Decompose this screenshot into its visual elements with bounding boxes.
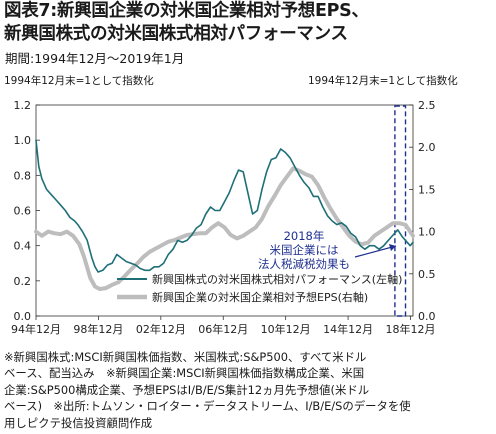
footnote-line: 企業:S&P500構成企業、予想EPSはI/B/E/S集計12ヵ月先予想値(米ド… <box>4 382 370 397</box>
annotation-arrow <box>354 245 397 258</box>
left-axis-tick-label: 0.8 <box>14 169 32 182</box>
left-axis-tick-label: 0.2 <box>14 275 32 288</box>
right-axis-tick-label: 2.5 <box>418 99 436 112</box>
left-axis-unit-label: 1994年12月末=1として指数化 <box>4 75 154 87</box>
series-line-em-equity-relative <box>35 139 414 273</box>
footnote-line: ベース) ※出所:トムソン・ロイター・データストリーム、I/B/E/Sのデータを… <box>4 399 411 414</box>
left-axis-tick-label: 0.0 <box>14 310 32 323</box>
right-axis-tick-label: 1.0 <box>418 226 436 239</box>
left-axis-tick-label: 0.4 <box>14 240 32 253</box>
right-axis-unit-label: 1994年12月末=1として指数化 <box>308 75 458 87</box>
annotation-text-line: 米国企業には <box>270 243 339 257</box>
annotation-arrowhead <box>389 244 396 251</box>
annotation-period-box <box>394 105 407 317</box>
right-axis-tick-label: 1.5 <box>418 183 436 196</box>
x-axis-tick-label: 10年12月 <box>261 322 311 336</box>
line-chart: 0.0 0.2 0.4 0.6 0.8 1.0 1.2 0.0 0.5 1.0 1.5 2.0 2.5 9… <box>11 99 436 336</box>
annotation-text-line: 2018年 <box>284 229 325 243</box>
period-label: 期間:1994年12月～2019年1月 <box>5 51 185 66</box>
x-axis-tick-label: 06年12月 <box>198 322 248 336</box>
right-axis-tick-label: 0.5 <box>418 268 436 281</box>
footnote-line: 用しピクテ投信投資顧問作成 <box>4 415 153 430</box>
right-axis-tick-label: 2.0 <box>418 141 436 154</box>
x-axis-tick-label: 94年12月 <box>11 322 61 336</box>
x-axis-tick-label: 98年12月 <box>73 322 123 336</box>
annotation-text-line: 法人税減税効果も <box>258 257 350 271</box>
left-axis-tick-label: 0.6 <box>14 205 32 218</box>
left-axis-tick-label: 1.0 <box>14 134 32 147</box>
x-axis-tick-label: 14年12月 <box>323 322 373 336</box>
x-axis-tick-label: 18年12月 <box>386 322 436 336</box>
right-axis-tick-label: 0.0 <box>418 310 436 323</box>
legend-label: 新興国株式の対米国株式相対パフォーマンス(左軸) <box>152 272 402 286</box>
legend-label: 新興国企業の対米国企業相対予想EPS(右軸) <box>152 290 368 304</box>
left-axis-tick-label: 1.2 <box>14 99 32 112</box>
footnotes: ※新興国株式:MSCI新興国株価指数、米国株式:S&P500、すべて米ドル ベー… <box>4 349 492 431</box>
series-line-em-eps-relative <box>34 166 415 291</box>
footnote-line: ※新興国株式:MSCI新興国株価指数、米国株式:S&P500、すべて米ドル <box>4 350 367 364</box>
chart-title-line-1: 図表7:新興国企業の対米国企業相対予想EPS、 <box>4 1 369 21</box>
footnote-line: ベース、配当込み ※新興国企業:MSCI新興国株価指数構成企業、米国 <box>4 366 365 381</box>
x-axis-tick-label: 02年12月 <box>136 322 186 336</box>
chart-title-line-2: 新興国株式の対米国株式相対パフォーマンス <box>4 24 348 44</box>
